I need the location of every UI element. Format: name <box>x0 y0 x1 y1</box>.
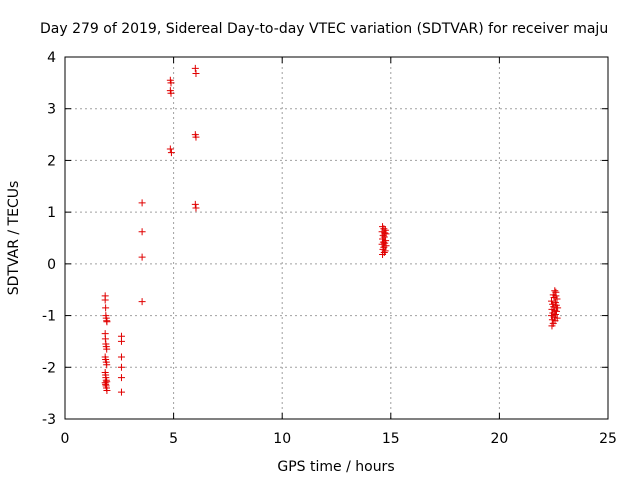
data-point <box>103 345 111 353</box>
chart-title: Day 279 of 2019, Sidereal Day-to-day VTE… <box>40 21 608 37</box>
y-tick-label: 1 <box>47 205 56 221</box>
x-tick-label: 25 <box>599 431 617 447</box>
y-tick-label: 0 <box>47 257 56 273</box>
y-tick-label: -2 <box>42 360 56 376</box>
data-point <box>103 387 111 395</box>
x-axis-label: GPS time / hours <box>277 459 394 475</box>
grid <box>65 57 608 419</box>
data-point <box>167 149 175 157</box>
y-axis-label: SDTVAR / TECUs <box>6 181 22 296</box>
y-tick-label: 3 <box>47 102 56 118</box>
y-tick-label: -3 <box>42 412 56 428</box>
data-point <box>381 247 389 255</box>
y-tick-label: -1 <box>42 309 56 325</box>
data-point <box>553 307 561 315</box>
data-point <box>378 240 386 248</box>
data-point <box>117 353 125 361</box>
data-point <box>117 337 125 345</box>
data-point <box>553 295 561 303</box>
y-tick-label: 4 <box>47 50 56 66</box>
data-point <box>167 89 175 97</box>
data-point <box>138 253 146 261</box>
data-point <box>138 228 146 236</box>
data-point <box>117 363 125 371</box>
data-point <box>103 361 111 369</box>
data-point <box>548 322 556 330</box>
data-point <box>379 231 387 239</box>
data-point <box>138 298 146 306</box>
x-tick-label: 15 <box>382 431 400 447</box>
data-point <box>551 287 559 295</box>
data-point <box>552 292 560 300</box>
data-point <box>191 200 199 208</box>
data-point <box>191 64 199 72</box>
data-point <box>166 145 174 153</box>
data-point <box>548 297 556 305</box>
data-point <box>101 296 109 304</box>
axis-ticks: 0 5 10 15 20 25 -3 -2 -1 0 1 2 3 4 <box>42 50 617 447</box>
data-point <box>192 133 200 141</box>
data-point <box>102 304 110 312</box>
y-tick-label: 2 <box>47 153 56 169</box>
data-point <box>192 204 200 212</box>
data-point <box>192 70 200 78</box>
data-point <box>117 374 125 382</box>
plot-frame <box>64 56 609 420</box>
x-tick-label: 5 <box>169 431 178 447</box>
x-tick-label: 10 <box>273 431 291 447</box>
x-tick-label: 0 <box>61 431 70 447</box>
data-point <box>103 318 111 326</box>
data-point <box>117 388 125 396</box>
data-point <box>167 79 175 87</box>
data-point <box>138 199 146 207</box>
data-points <box>101 64 562 396</box>
data-point <box>380 225 388 233</box>
x-tick-label: 20 <box>490 431 508 447</box>
data-point <box>379 251 387 259</box>
